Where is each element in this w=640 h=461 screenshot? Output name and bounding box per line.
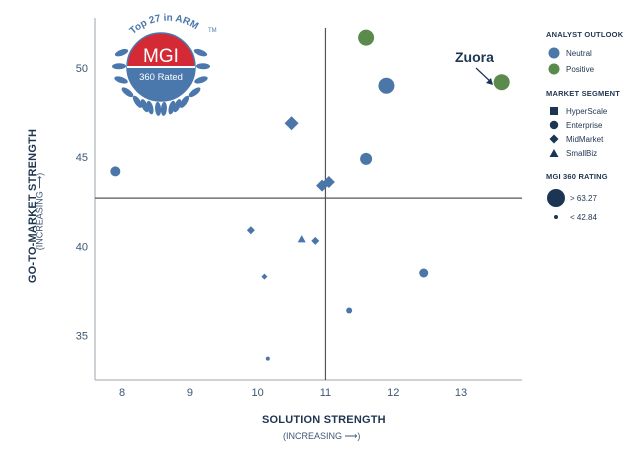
annotation-zuora: Zuora	[455, 49, 494, 65]
legend-item-hyperscale: HyperScale	[546, 104, 620, 118]
laurel-leaf	[188, 87, 201, 98]
data-point	[284, 116, 299, 131]
data-point	[246, 226, 255, 235]
legend-item-enterprise: Enterprise	[546, 118, 620, 132]
laurel-leaf	[173, 99, 182, 113]
laurel-leaf	[155, 101, 162, 116]
legend-mgi-rating: MGI 360 RATING > 63.27 < 42.84	[546, 172, 608, 225]
legend-segment-title: MARKET SEGMENT	[546, 89, 621, 98]
x-axis-title: SOLUTION STRENGTH	[262, 414, 386, 426]
data-point	[346, 307, 353, 314]
laurel-leaf	[114, 48, 129, 57]
laurel-leaf	[195, 63, 210, 70]
laurel-leaf	[132, 95, 143, 108]
laurel-leaf	[112, 63, 127, 70]
data-point	[110, 166, 121, 177]
y-tick-label: 45	[76, 152, 88, 164]
legend-market-segment: MARKET SEGMENT HyperScale Enterprise Mid…	[546, 89, 620, 160]
legend-item-positive: Positive	[546, 61, 623, 77]
data-point	[265, 356, 270, 361]
laurel-leaf	[179, 95, 190, 108]
x-tick-label: 10	[252, 387, 264, 399]
data-point	[419, 268, 429, 278]
laurel-leaf	[121, 87, 134, 98]
legend-analyst-outlook: ANALYST OUTLOOK Neutral Positive	[546, 30, 623, 77]
y-axis-subtitle: (INCREASING ⟶)	[34, 172, 45, 251]
data-point	[358, 29, 375, 46]
x-tick-label: 13	[455, 387, 467, 399]
legend-item-neutral: Neutral	[546, 45, 623, 61]
x-tick-label: 11	[320, 387, 331, 399]
laurel-leaf	[168, 100, 176, 115]
data-point	[493, 74, 510, 91]
data-point	[311, 236, 320, 245]
data-point	[316, 179, 329, 192]
x-tick-label: 12	[387, 387, 399, 399]
data-point	[360, 152, 373, 165]
legend-item-rating-high: > 63.27	[546, 187, 608, 209]
y-tick-label: 35	[76, 330, 88, 342]
legend-item-midmarket: MidMarket	[546, 132, 620, 146]
x-tick-label: 8	[119, 387, 125, 399]
x-tick-label: 9	[187, 387, 193, 399]
laurel-leaf	[194, 76, 208, 84]
badge-tm: TM	[208, 28, 217, 34]
x-axis-subtitle: (INCREASING ⟶)	[283, 431, 361, 441]
legend-item-rating-low: < 42.84	[546, 209, 608, 225]
legend-item-smallbiz: SmallBiz	[546, 146, 620, 160]
annotation-arrowhead	[486, 78, 493, 85]
laurel-leaf	[193, 48, 208, 57]
legend-rating-title: MGI 360 RATING	[546, 172, 608, 181]
data-point	[297, 235, 306, 243]
y-tick-label: 50	[76, 63, 88, 75]
legend-outlook-title: ANALYST OUTLOOK	[546, 30, 624, 39]
laurel-leaf	[160, 101, 167, 116]
laurel-leaf	[140, 99, 149, 113]
y-tick-label: 40	[76, 241, 88, 253]
laurel-leaf	[114, 76, 128, 84]
badge-name: MGI	[143, 46, 179, 67]
data-point	[261, 273, 268, 280]
mgi-badge: Top 27 in ARM TM MGI 360 Rated	[112, 13, 217, 116]
laurel-leaf	[146, 100, 154, 115]
badge-rated: 360 Rated	[139, 72, 183, 83]
data-point	[378, 77, 395, 94]
